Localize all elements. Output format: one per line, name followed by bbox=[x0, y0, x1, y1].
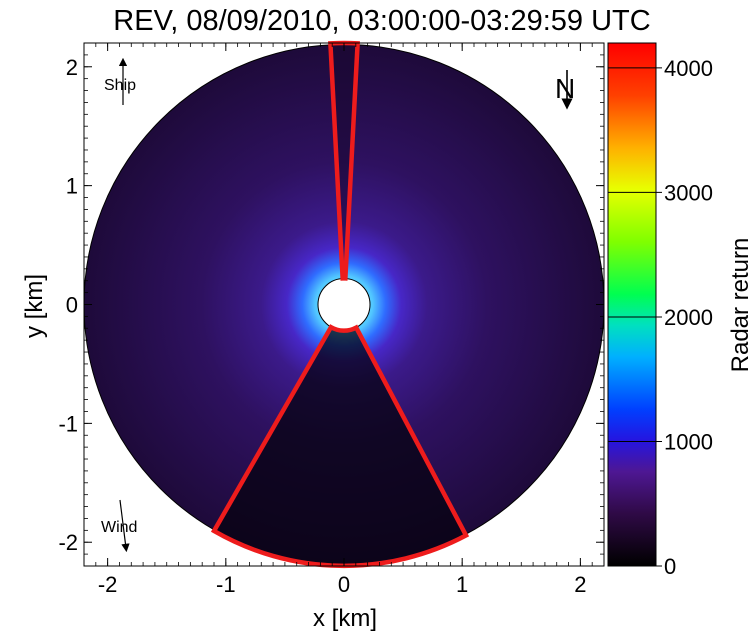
center-blank bbox=[317, 278, 371, 331]
x-tick-label: 2 bbox=[574, 572, 586, 597]
colorbar-tick-label: 1000 bbox=[664, 429, 713, 454]
y-tick-label: -2 bbox=[58, 530, 78, 555]
radar-disk bbox=[83, 40, 605, 569]
x-tick-label: 1 bbox=[456, 572, 468, 597]
colorbar-tick-label: 3000 bbox=[664, 180, 713, 205]
y-tick-label: 1 bbox=[66, 174, 78, 199]
y-tick-label: 0 bbox=[66, 293, 78, 318]
x-tick-label: -1 bbox=[216, 572, 236, 597]
wind-arrow-icon bbox=[119, 499, 130, 553]
colorbar-label: Radar return bbox=[727, 238, 754, 373]
y-tick-label: -1 bbox=[58, 411, 78, 436]
x-axis-label: x [km] bbox=[313, 605, 377, 632]
chart-title: REV, 08/09/2010, 03:00:00-03:29:59 UTC bbox=[113, 5, 650, 37]
wind-label: Wind bbox=[101, 519, 137, 536]
x-tick-label: -2 bbox=[98, 572, 118, 597]
y-axis-ticks: -2 -1 0 1 2 bbox=[58, 42, 604, 567]
south-sector-fill bbox=[214, 327, 467, 566]
ship-label: Ship bbox=[104, 77, 136, 94]
colorbar-gradient bbox=[607, 42, 657, 567]
wind-indicator: Wind bbox=[101, 499, 137, 553]
colorbar-tick-label: 0 bbox=[664, 554, 676, 579]
colorbar-tick-label: 2000 bbox=[664, 305, 713, 330]
colorbar-tick-label: 4000 bbox=[664, 56, 713, 81]
colorbar: 0 1000 2000 3000 4000 Radar return bbox=[607, 42, 754, 579]
north-sector-fill bbox=[330, 43, 358, 279]
y-tick-label: 2 bbox=[66, 55, 78, 80]
y-axis-label: y [km] bbox=[21, 274, 48, 338]
south-masked-sector bbox=[210, 324, 470, 569]
north-label: N bbox=[555, 73, 575, 104]
north-indicator: N bbox=[555, 70, 575, 110]
x-axis-ticks: -2 -1 0 1 2 bbox=[83, 43, 605, 597]
colorbar-ticks: 0 1000 2000 3000 4000 bbox=[608, 56, 713, 579]
x-tick-label: 0 bbox=[338, 572, 350, 597]
ship-indicator: Ship bbox=[104, 57, 136, 105]
